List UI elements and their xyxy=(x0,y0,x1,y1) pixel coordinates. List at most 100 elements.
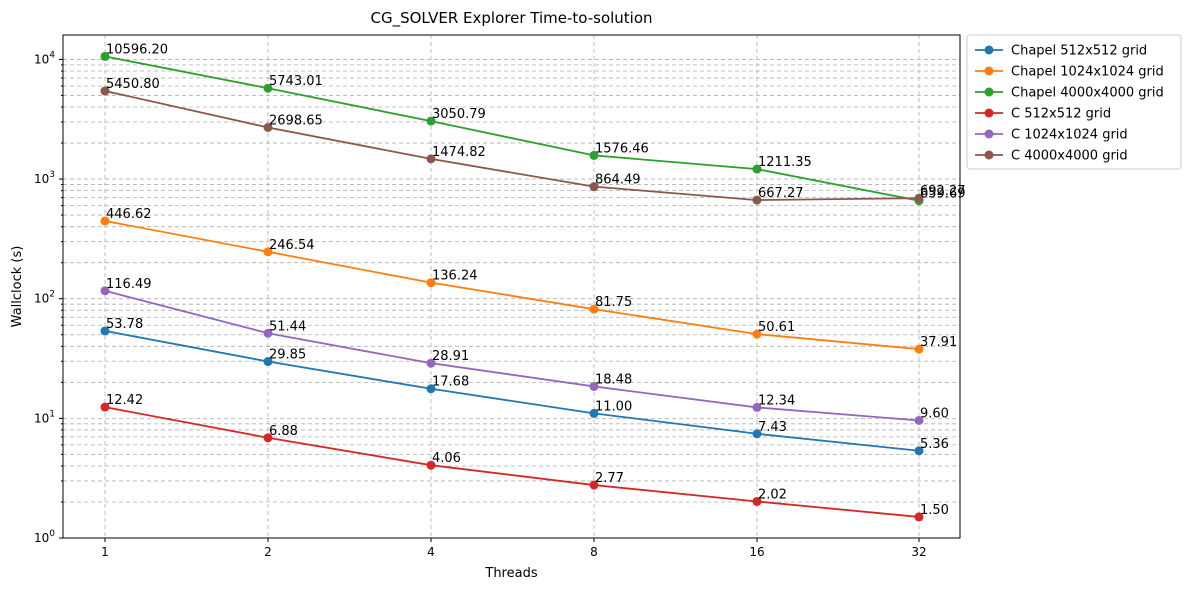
data-label: 7.43 xyxy=(758,420,787,435)
data-label: 5.36 xyxy=(920,437,949,452)
data-point xyxy=(426,278,436,288)
data-point xyxy=(752,164,762,174)
data-point xyxy=(752,195,762,205)
data-label: 667.27 xyxy=(758,186,804,201)
data-point xyxy=(263,433,273,443)
data-point xyxy=(100,326,110,336)
data-label: 10596.20 xyxy=(106,42,168,57)
data-label: 9.60 xyxy=(920,406,949,421)
x-tick-label: 32 xyxy=(911,545,926,559)
legend-marker xyxy=(984,45,994,55)
data-label: 1576.46 xyxy=(595,141,649,156)
x-tick-label: 1 xyxy=(101,545,109,559)
data-point xyxy=(263,357,273,367)
x-axis-label: Threads xyxy=(484,566,537,581)
y-tick-label: 101 xyxy=(34,409,55,425)
data-point xyxy=(914,415,924,425)
data-point xyxy=(752,496,762,506)
data-label: 5450.80 xyxy=(106,77,160,92)
data-label: 1.50 xyxy=(920,503,949,518)
data-point xyxy=(752,429,762,439)
data-point xyxy=(914,193,924,203)
data-point xyxy=(426,460,436,470)
y-tick-label: 103 xyxy=(34,170,55,186)
data-point xyxy=(100,402,110,412)
data-label: 81.75 xyxy=(595,295,632,310)
legend-label: Chapel 4000x4000 grid xyxy=(1011,86,1164,101)
data-label: 11.00 xyxy=(595,399,632,414)
data-label: 2.77 xyxy=(595,471,624,486)
data-point xyxy=(100,86,110,96)
data-label: 692.27 xyxy=(920,184,966,199)
y-tick-label: 102 xyxy=(34,290,55,306)
y-axis-label: Wallclock (s) xyxy=(10,246,25,328)
data-label: 37.91 xyxy=(920,335,957,350)
data-label: 29.85 xyxy=(269,348,306,363)
data-point xyxy=(426,154,436,164)
data-point xyxy=(100,51,110,61)
legend-frame xyxy=(966,34,1182,170)
data-label: 18.48 xyxy=(595,372,632,387)
data-label: 50.61 xyxy=(758,320,795,335)
data-point xyxy=(914,344,924,354)
legend-label: C 4000x4000 grid xyxy=(1011,149,1128,164)
legend-label: Chapel 1024x1024 grid xyxy=(1011,65,1164,80)
data-label: 53.78 xyxy=(106,317,143,332)
data-label: 12.34 xyxy=(758,393,795,408)
data-point xyxy=(589,304,599,314)
legend-marker xyxy=(984,129,994,139)
data-point xyxy=(914,512,924,522)
legend-label: Chapel 512x512 grid xyxy=(1011,44,1147,59)
grid-layer xyxy=(63,35,960,539)
data-point xyxy=(263,247,273,257)
data-point xyxy=(589,480,599,490)
series-line xyxy=(104,330,920,452)
data-point xyxy=(589,408,599,418)
data-point xyxy=(426,116,436,126)
data-point xyxy=(589,182,599,192)
data-labels-layer: 53.78 29.85 17.68 11.00 7.43 5.36 446.62 246.54… xyxy=(106,42,966,518)
data-label: 116.49 xyxy=(106,277,152,292)
data-label: 12.42 xyxy=(106,393,143,408)
series-line xyxy=(104,90,920,201)
data-point xyxy=(100,286,110,296)
data-label: 864.49 xyxy=(595,173,641,188)
data-label: 2698.65 xyxy=(269,113,323,128)
x-tick-label: 8 xyxy=(590,545,598,559)
data-point xyxy=(589,150,599,160)
y-tick-label: 104 xyxy=(34,50,55,66)
legend-label: C 1024x1024 grid xyxy=(1011,128,1128,143)
legend: Chapel 512x512 grid Chapel 1024x1024 grid… xyxy=(966,34,1182,170)
data-label: 5743.01 xyxy=(269,74,323,89)
chart-title: CG_SOLVER Explorer Time-to-solution xyxy=(370,9,652,28)
data-label: 659.69 xyxy=(920,187,966,202)
data-label: 51.44 xyxy=(269,319,306,334)
y-tick-label: 100 xyxy=(34,529,55,545)
legend-marker xyxy=(984,66,994,76)
data-label: 3050.79 xyxy=(432,107,486,122)
data-label: 2.02 xyxy=(758,487,787,502)
data-label: 1474.82 xyxy=(432,145,486,160)
x-tick-label: 16 xyxy=(749,545,764,559)
data-point xyxy=(100,216,110,226)
legend-label: C 512x512 grid xyxy=(1011,107,1111,122)
data-point xyxy=(263,328,273,338)
data-point xyxy=(752,329,762,339)
series-line xyxy=(104,406,920,518)
data-label: 246.54 xyxy=(269,238,315,253)
data-label: 4.06 xyxy=(432,451,461,466)
data-label: 28.91 xyxy=(432,349,469,364)
legend-marker xyxy=(984,87,994,97)
legend-marker xyxy=(984,108,994,118)
data-point xyxy=(263,122,273,132)
data-label: 17.68 xyxy=(432,375,469,390)
data-point xyxy=(426,358,436,368)
plot-frame xyxy=(62,34,961,539)
data-point xyxy=(589,381,599,391)
data-point xyxy=(426,384,436,394)
series-layer xyxy=(100,51,924,522)
data-label: 446.62 xyxy=(106,207,152,222)
data-point xyxy=(914,446,924,456)
data-label: 1211.35 xyxy=(758,155,812,170)
